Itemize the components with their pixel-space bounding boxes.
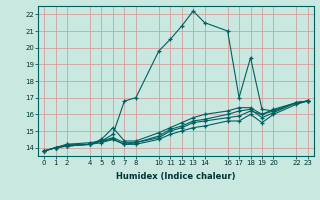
X-axis label: Humidex (Indice chaleur): Humidex (Indice chaleur) [116, 172, 236, 181]
